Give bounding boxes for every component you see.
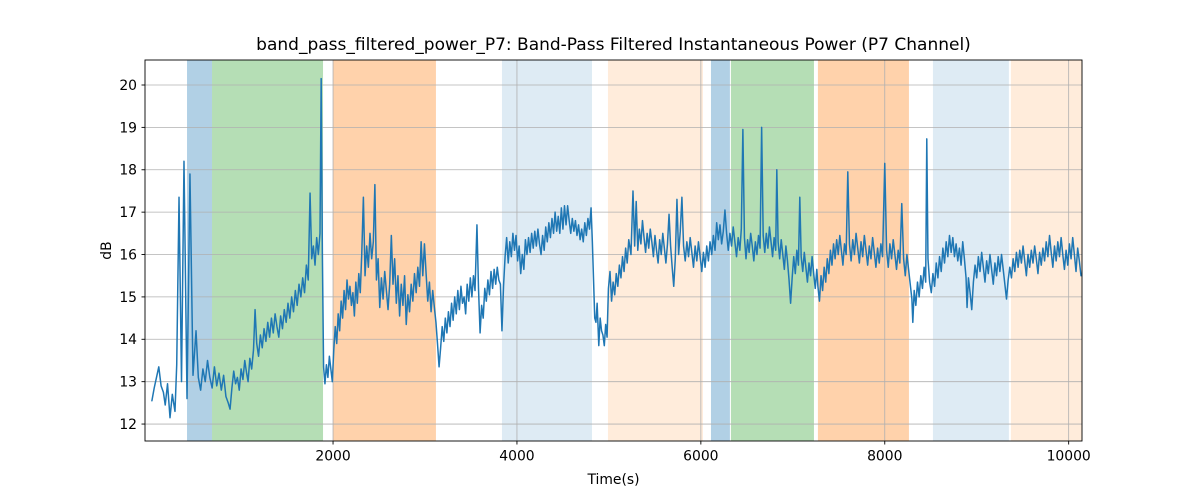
tick-labels-layer: 2000 4000 6000 8000 10000 12 13 14 15 16 17 18 19 20	[119, 78, 1090, 465]
y-tick-label: 12	[119, 417, 137, 433]
highlight-band-6	[710, 60, 730, 441]
tick-marks-layer	[141, 84, 1070, 445]
x-tick-label: 4000	[499, 449, 534, 465]
plot-border	[144, 59, 1083, 442]
x-tick-label: 10000	[1047, 449, 1091, 465]
y-tick-label: 19	[119, 120, 137, 136]
signal-line	[151, 77, 1082, 419]
x-tick-label: 6000	[683, 449, 718, 465]
y-tick-label: 18	[119, 163, 137, 179]
highlight-band-9	[932, 60, 1009, 441]
highlight-band-4	[501, 60, 592, 441]
x-tick-label: 8000	[867, 449, 902, 465]
y-tick-label: 20	[119, 78, 137, 94]
y-tick-label: 13	[119, 375, 137, 391]
y-tick-label: 15	[119, 290, 137, 306]
y-tick-label: 17	[119, 205, 137, 221]
x-axis-label: Time(s)	[586, 472, 639, 488]
highlight-band-3	[332, 60, 436, 441]
x-tick-label: 2000	[315, 449, 350, 465]
y-axis-label: dB	[99, 241, 115, 259]
y-tick-label: 16	[119, 247, 137, 263]
chart-title: band_pass_filtered_power_P7: Band-Pass F…	[256, 35, 971, 55]
series-layer	[151, 77, 1082, 419]
highlight-bands-layer	[187, 60, 1082, 441]
highlight-band-2	[212, 60, 324, 441]
y-tick-label: 14	[119, 332, 137, 348]
